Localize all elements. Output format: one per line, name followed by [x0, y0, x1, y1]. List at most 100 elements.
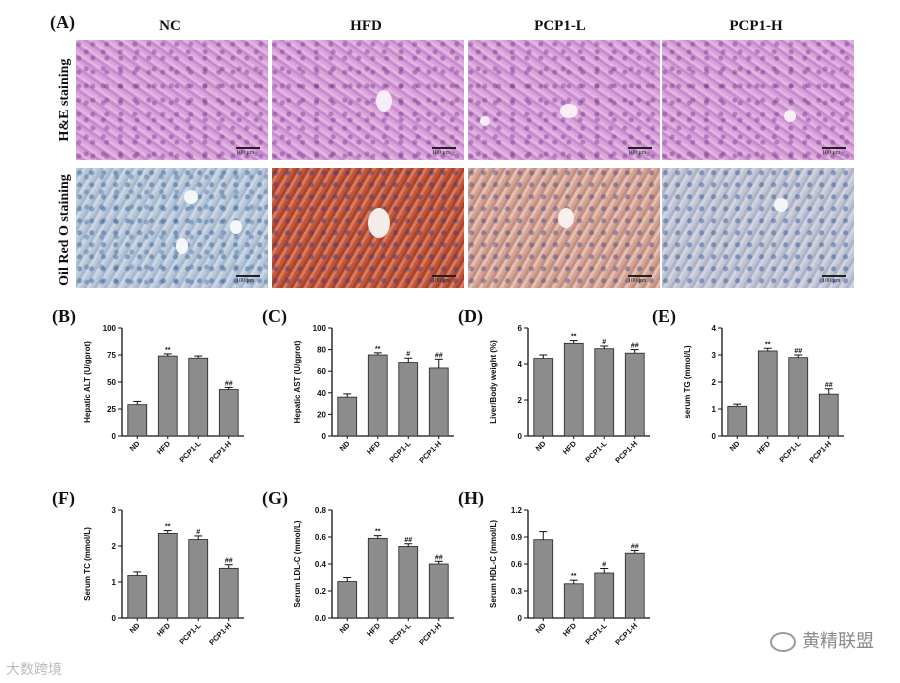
y-tick-label: 6: [518, 324, 523, 333]
column-header-pcp1-l: PCP1-L: [534, 18, 586, 34]
x-tick-label: ND: [338, 439, 352, 453]
scale-bar: 100 μm: [432, 275, 456, 284]
x-tick-label: PCP1-L: [583, 439, 609, 465]
bar: [594, 572, 615, 619]
bar: [367, 354, 388, 437]
bar: [127, 404, 148, 437]
x-tick-label: ND: [128, 621, 142, 635]
bar: [367, 537, 388, 619]
column-header-hfd: HFD: [350, 18, 382, 34]
oil-red-image-pcp1-h: 100 μm: [662, 168, 854, 288]
y-axis-label: Hepatic AST (U/gprot): [293, 340, 302, 423]
scale-bar: 100 μm: [236, 275, 260, 284]
y-tick-label: 1.2: [511, 506, 523, 515]
y-tick-label: 0.9: [511, 533, 523, 542]
significance-label: #: [602, 562, 606, 569]
significance-label: **: [165, 347, 171, 354]
x-tick-label: HFD: [365, 439, 383, 457]
bar: [127, 575, 148, 619]
y-tick-label: 100: [103, 324, 117, 333]
significance-label: #: [602, 339, 606, 346]
significance-label: ##: [404, 537, 412, 544]
significance-label: ##: [825, 382, 833, 389]
y-tick-label: 0.0: [315, 614, 327, 623]
y-tick-label: 1: [112, 578, 117, 587]
y-tick-label: 0: [518, 432, 523, 441]
bar: [594, 348, 615, 437]
y-tick-label: 0: [712, 432, 717, 441]
y-tick-label: 0.4: [315, 560, 327, 569]
x-tick-label: HFD: [155, 439, 173, 457]
row-label-oil-red: Oil Red O staining: [57, 174, 72, 286]
significance-label: #: [196, 529, 200, 536]
bar: [428, 563, 449, 619]
bar: [218, 389, 239, 437]
y-axis-label: Hepatic ALT (U/gprot): [83, 341, 92, 423]
y-tick-label: 1: [712, 405, 717, 414]
x-tick-label: HFD: [561, 621, 579, 639]
bar: [188, 539, 209, 619]
chart-serum-tg: (E) serum TG (mmol/L) 0 1 2 3 4 ND ** HFD ## PCP1-L…: [652, 306, 844, 465]
x-tick-label: PCP1-L: [387, 439, 413, 465]
x-tick-label: PCP1-L: [777, 439, 803, 465]
y-tick-label: 60: [317, 367, 326, 376]
y-tick-label: 0: [112, 432, 117, 441]
chart-liver-body-weight: (D) Liver/Body weight (%) 0 2 4 6 ND ** HFD # PCP1…: [458, 306, 650, 465]
y-tick-label: 0.6: [511, 560, 523, 569]
significance-label: **: [571, 334, 577, 341]
x-tick-label: PCP1-L: [583, 621, 609, 647]
x-tick-label: PCP1-L: [387, 621, 413, 647]
watermark-left: 大数跨境: [6, 662, 62, 678]
chart-serum-tc: (F) Serum TC (mmol/L) 0 1 2 3 ND ** HFD # PCP1-L ##…: [52, 488, 244, 647]
significance-label: **: [765, 341, 771, 348]
bar: [188, 357, 209, 437]
chart-hepatic-alt: (B) Hepatic ALT (U/gprot) 0 25 50 75 100 ND ** HF…: [52, 306, 244, 465]
x-tick-label: PCP1-H: [207, 621, 233, 647]
y-axis-label: Serum HDL-C (mmol/L): [489, 520, 498, 608]
bar: [337, 581, 358, 619]
x-tick-label: PCP1-H: [613, 621, 639, 647]
x-tick-label: PCP1-H: [417, 439, 443, 465]
watermark-right-text: 黄精联盟: [802, 631, 874, 652]
he-image-hfd: 100 μm: [272, 40, 464, 160]
scale-bar: 100 μm: [822, 275, 846, 284]
y-tick-label: 2: [712, 378, 717, 387]
significance-label: ##: [631, 343, 639, 350]
x-tick-label: PCP1-L: [177, 439, 203, 465]
bar: [533, 539, 554, 619]
y-axis-label: serum TG (mmol/L): [683, 345, 692, 419]
y-tick-label: 50: [107, 378, 116, 387]
bar: [428, 367, 449, 437]
oil-red-image-nc: 100 μm: [76, 168, 268, 288]
y-tick-label: 0: [518, 614, 523, 623]
significance-label: ##: [631, 544, 639, 551]
y-tick-label: 4: [712, 324, 717, 333]
y-tick-label: 0.2: [315, 587, 327, 596]
y-tick-label: 0.8: [315, 506, 327, 515]
y-axis-label: Liver/Body weight (%): [489, 340, 498, 424]
y-tick-label: 0: [322, 432, 327, 441]
significance-label: ##: [225, 558, 233, 565]
y-tick-label: 25: [107, 405, 116, 414]
row-label-he: H&E staining: [57, 58, 72, 142]
x-tick-label: HFD: [155, 621, 173, 639]
bar: [398, 362, 419, 437]
y-tick-label: 4: [518, 360, 523, 369]
bar: [727, 405, 748, 437]
y-tick-label: 75: [107, 351, 116, 360]
scale-bar: 100 μm: [236, 147, 260, 156]
panel-a-label: (A): [50, 12, 75, 32]
x-tick-label: PCP1-H: [417, 621, 443, 647]
panel-label: (F): [52, 488, 75, 509]
bar: [563, 583, 584, 619]
panel-label: (D): [458, 306, 483, 327]
panel-label: (C): [262, 306, 287, 327]
y-tick-label: 2: [112, 542, 117, 551]
x-tick-label: PCP1-H: [807, 439, 833, 465]
x-tick-label: PCP1-L: [177, 621, 203, 647]
bar: [533, 358, 554, 437]
y-axis-label: Serum LDL-C (mmol/L): [293, 520, 302, 607]
significance-label: **: [375, 346, 381, 353]
x-tick-label: HFD: [561, 439, 579, 457]
bar: [788, 357, 809, 437]
